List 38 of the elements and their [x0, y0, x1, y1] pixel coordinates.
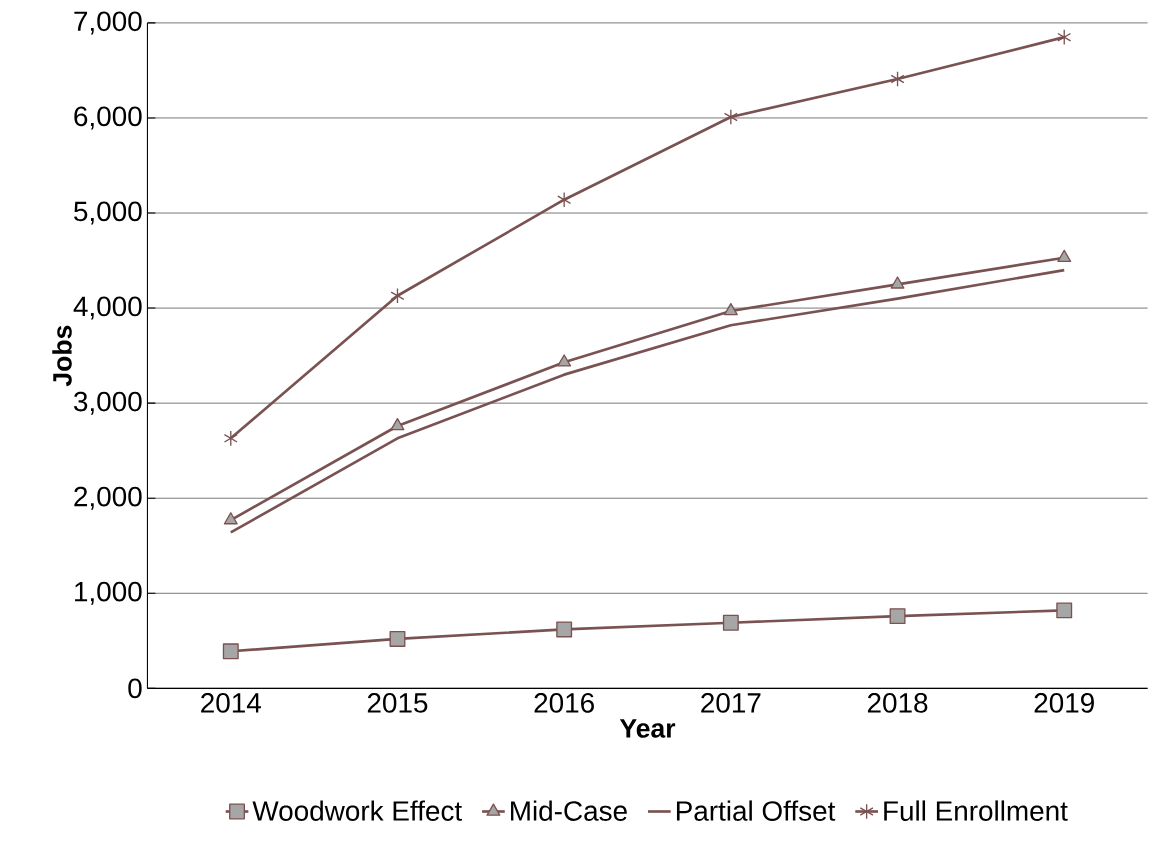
point [1057, 29, 1072, 46]
y-tick-label: 1,000 [75, 581, 142, 605]
point [1056, 602, 1073, 619]
point [723, 303, 738, 316]
legend-label: Full Enrollment [884, 800, 1068, 821]
point [557, 354, 572, 367]
y-tick-label: 4,000 [73, 296, 142, 320]
point [889, 608, 906, 625]
y-tick-label: 0 [128, 678, 142, 699]
point [723, 109, 738, 126]
point [556, 621, 573, 638]
point [890, 71, 905, 88]
y-tick-label: 2,000 [74, 486, 142, 510]
legend-label: Mid-Case [511, 800, 627, 821]
y-tick-label: 5,000 [74, 201, 142, 225]
x-tick-label: 2019 [1034, 693, 1094, 713]
point [890, 276, 905, 289]
point [223, 430, 238, 447]
y-tick-label: 7,000 [74, 11, 142, 35]
point [1057, 249, 1072, 263]
x-tick-label: 2016 [534, 693, 594, 713]
x-tick-label: 2014 [201, 693, 261, 713]
x-tick-label: 2018 [867, 693, 928, 713]
point [390, 287, 405, 304]
point [722, 614, 739, 631]
y-tick-label: 3,000 [74, 391, 142, 415]
x-tick-label: 2015 [367, 693, 428, 713]
legend-label: Woodwork Effect [252, 800, 462, 821]
y-axis-title: Jobs [52, 325, 72, 387]
x-axis-title: Year [619, 719, 676, 738]
y-tick-label: 6,000 [74, 106, 142, 130]
point [390, 418, 405, 431]
legend-label: Partial Offset [676, 800, 836, 821]
point [389, 631, 406, 648]
point [223, 512, 238, 525]
point [222, 643, 239, 660]
point [557, 191, 572, 208]
x-tick-label: 2017 [701, 693, 761, 713]
